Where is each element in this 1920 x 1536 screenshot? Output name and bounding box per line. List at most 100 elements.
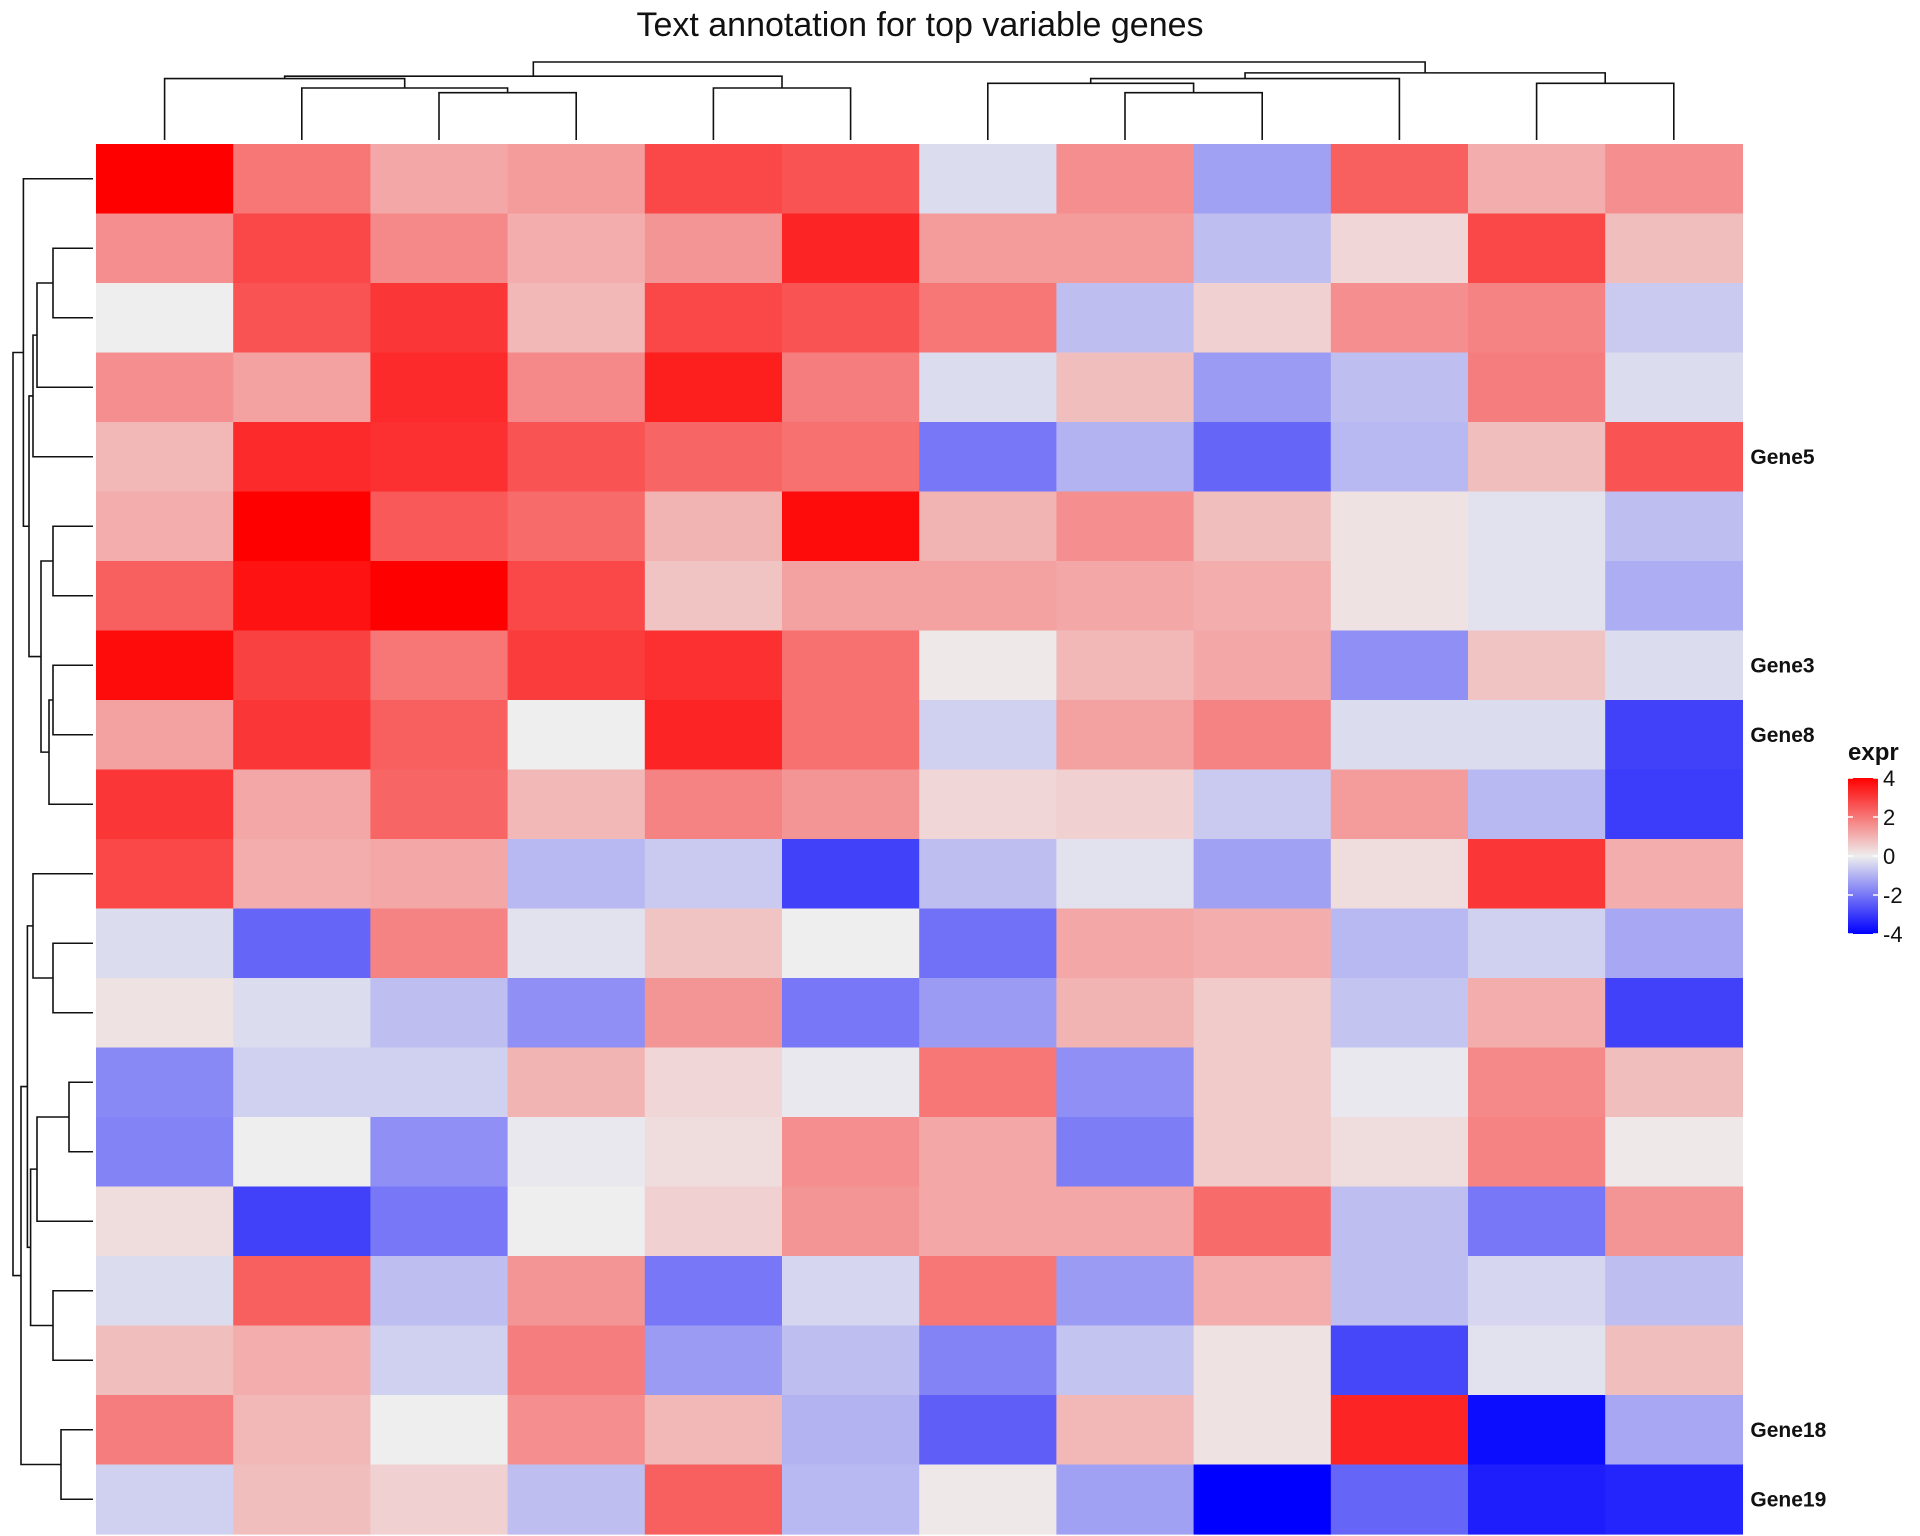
heatmap-cell <box>1056 561 1195 632</box>
heatmap-cell <box>644 1047 783 1118</box>
legend-tick-label: -4 <box>1883 922 1903 947</box>
heatmap-cell <box>782 839 920 910</box>
heatmap-cell <box>644 630 783 701</box>
heatmap-cell <box>1605 491 1743 562</box>
dendrogram-link <box>52 1289 93 1362</box>
legend-tick-label: 4 <box>1883 766 1895 791</box>
heatmap-cell <box>96 352 234 423</box>
heatmap-cell <box>233 1325 371 1396</box>
heatmap-cell <box>233 1395 371 1466</box>
heatmap-cell <box>919 630 1057 701</box>
heatmap-cell <box>644 908 783 979</box>
heatmap-cell <box>96 908 234 979</box>
heatmap-cell <box>1605 561 1743 632</box>
heatmap-cell <box>782 491 920 562</box>
legend-tick-label: -2 <box>1883 883 1903 908</box>
heatmap-cell <box>507 1047 646 1118</box>
dendrogram-link <box>301 87 509 140</box>
heatmap-cell <box>1468 1117 1606 1188</box>
heatmap-cell <box>1468 1325 1606 1396</box>
heatmap-cell <box>644 1256 783 1327</box>
heatmap-cell <box>1056 1325 1195 1396</box>
heatmap-cell <box>1330 769 1469 840</box>
dendrogram-link <box>1089 77 1401 140</box>
dendrogram-link <box>36 282 93 389</box>
dendrogram-link <box>52 664 93 736</box>
heatmap-cell <box>370 422 509 493</box>
dendrogram-link <box>52 942 93 1014</box>
heatmap-cell <box>644 213 783 284</box>
dendrogram-link <box>987 82 1195 140</box>
heatmap-cell <box>96 978 234 1049</box>
heatmap-cell <box>507 978 646 1049</box>
heatmap-cell <box>1468 769 1606 840</box>
heatmap-cell <box>370 283 509 354</box>
heatmap-cell <box>1468 422 1606 493</box>
heatmap-cell <box>507 144 646 215</box>
heatmap-cell <box>370 213 509 284</box>
heatmap-cell <box>96 769 234 840</box>
heatmap-cell <box>1605 1395 1743 1466</box>
heatmap-cell <box>507 630 646 701</box>
heatmap-cell <box>96 1464 234 1535</box>
heatmap-cell <box>919 144 1057 215</box>
heatmap-cell <box>1193 491 1332 562</box>
column-dendrogram <box>163 61 1675 140</box>
heatmap-cell <box>1330 839 1469 910</box>
heatmap-cell <box>1330 908 1469 979</box>
heatmap-cell <box>644 1117 783 1188</box>
heatmap-cell <box>644 422 783 493</box>
heatmap-cell <box>1468 630 1606 701</box>
heatmap-cell <box>644 561 783 632</box>
row-label: Gene5 <box>1750 446 1815 469</box>
heatmap-cell <box>1605 1325 1743 1396</box>
heatmap-cell <box>233 213 371 284</box>
heatmap-cell <box>782 1047 920 1118</box>
heatmap-cell <box>782 700 920 771</box>
heatmap-cell <box>1056 491 1195 562</box>
row-labels: Gene5 Gene3 Gene8 Gene18 Gene19 <box>1750 446 1826 1512</box>
heatmap-cell <box>233 144 371 215</box>
heatmap-cell <box>370 1047 509 1118</box>
heatmap-cell <box>1468 1464 1606 1535</box>
heatmap-cell <box>1056 769 1195 840</box>
heatmap-cell <box>782 1464 920 1535</box>
heatmap-cell <box>919 352 1057 423</box>
heatmap-cell <box>1193 422 1332 493</box>
heatmap-cell <box>1468 1395 1606 1466</box>
heatmap-cell <box>1056 700 1195 771</box>
heatmap-cell <box>644 352 783 423</box>
heatmap-cell <box>1468 491 1606 562</box>
heatmap-cell <box>1605 422 1743 493</box>
heatmap-cell <box>782 630 920 701</box>
heatmap-cell <box>96 1117 234 1188</box>
heatmap-cell <box>233 1047 371 1118</box>
heatmap-cell <box>96 1325 234 1396</box>
legend-title: expr <box>1848 739 1899 766</box>
heatmap-cell <box>370 1325 509 1396</box>
heatmap-cell <box>782 144 920 215</box>
heatmap-cell <box>1605 1117 1743 1188</box>
heatmap-cell <box>370 1464 509 1535</box>
heatmap-cell <box>782 561 920 632</box>
heatmap-cell <box>1193 1186 1332 1257</box>
dendrogram-link <box>712 87 852 140</box>
heatmap-cell <box>1468 908 1606 979</box>
row-label: Gene3 <box>1750 654 1814 677</box>
heatmap-cell <box>507 1464 646 1535</box>
heatmap-cell <box>1193 700 1332 771</box>
heatmap-cell <box>919 561 1057 632</box>
heatmap-cell <box>1605 213 1743 284</box>
heatmap-cell <box>1330 1395 1469 1466</box>
dendrogram-link <box>12 351 24 1277</box>
heatmap-cell <box>1468 144 1606 215</box>
heatmap-cell <box>1056 1464 1195 1535</box>
heatmap-cell <box>1193 978 1332 1049</box>
heatmap-cell <box>96 1256 234 1327</box>
heatmap-cell <box>507 1395 646 1466</box>
heatmap-cell <box>233 1117 371 1188</box>
heatmap-cell <box>507 213 646 284</box>
heatmap-cell <box>919 1464 1057 1535</box>
heatmap-cell <box>1056 144 1195 215</box>
